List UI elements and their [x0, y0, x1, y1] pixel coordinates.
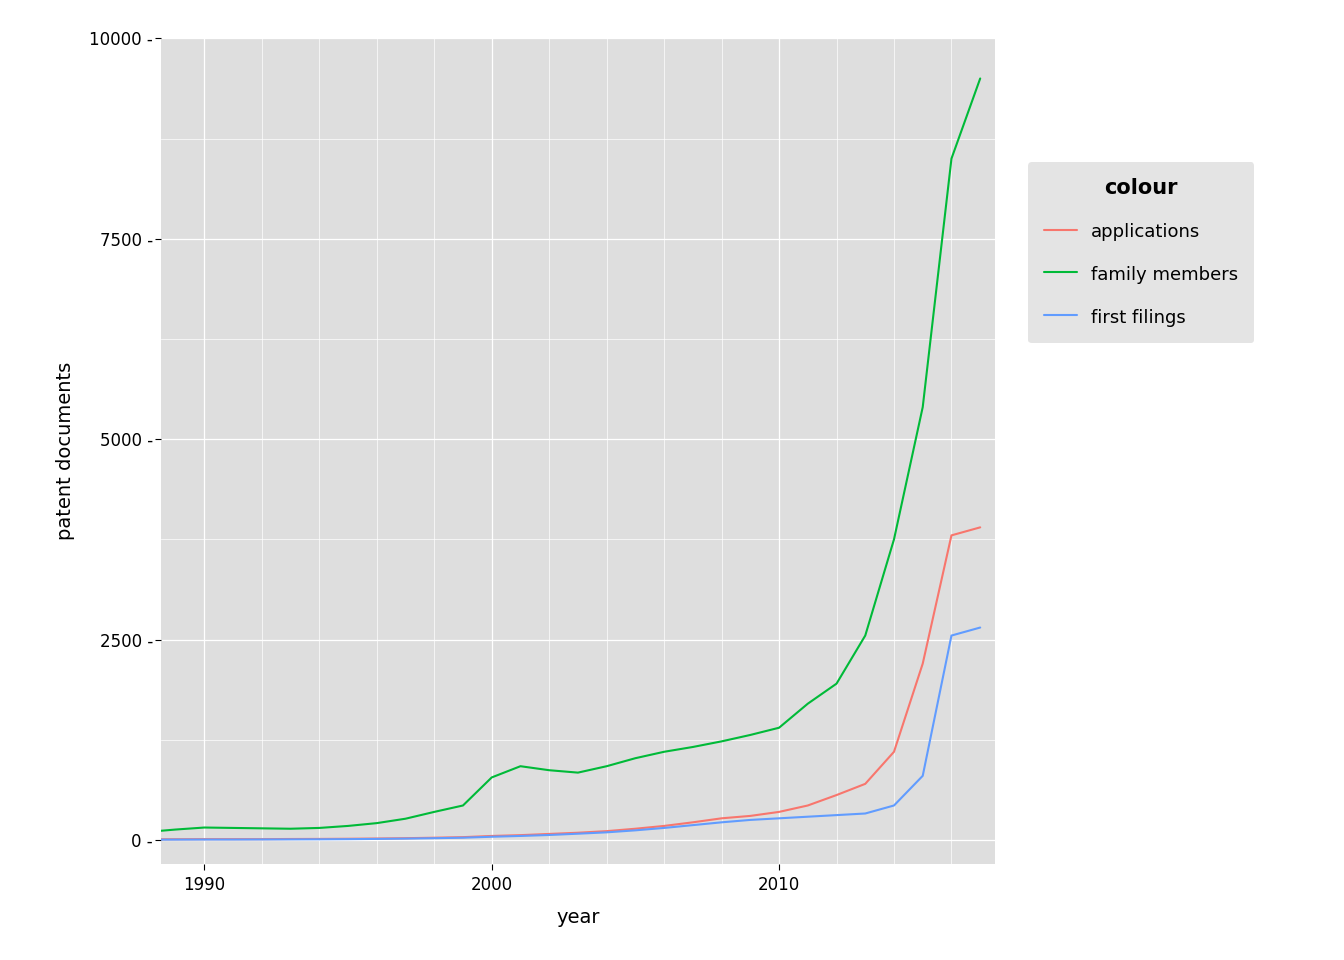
X-axis label: year: year [556, 908, 599, 927]
Legend: applications, family members, first filings: applications, family members, first fili… [1028, 162, 1254, 343]
Y-axis label: patent documents: patent documents [56, 362, 75, 540]
